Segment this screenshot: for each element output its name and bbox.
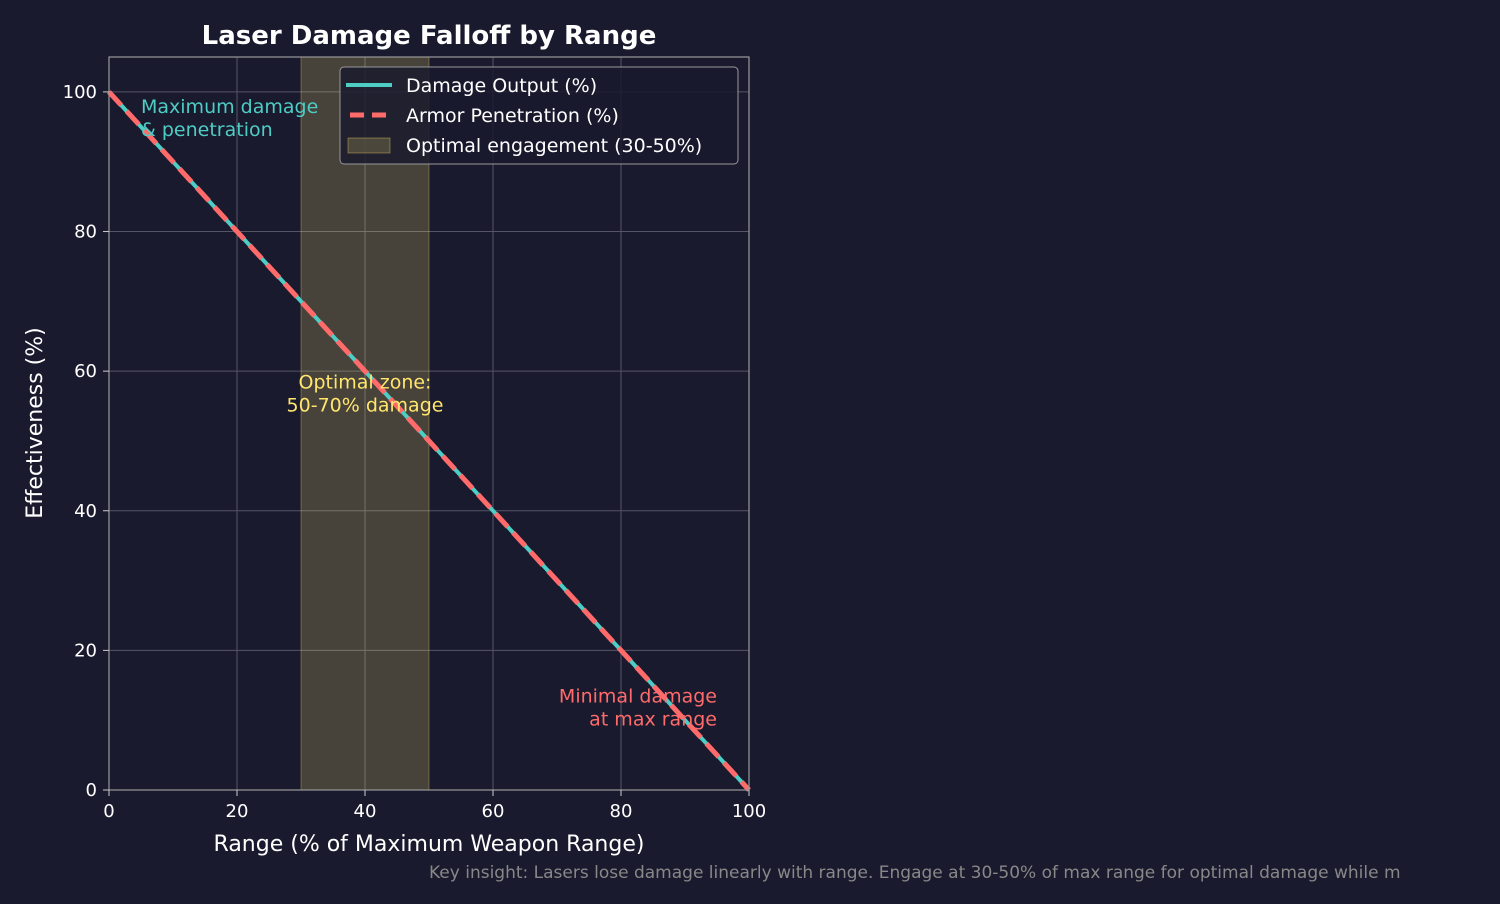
annotation-line: 50-70% damage — [287, 395, 444, 417]
annotation-line: Optimal zone: — [299, 372, 432, 394]
y-tick-label: 100 — [63, 82, 97, 103]
annotation: Optimal zone: 50-70% damage — [287, 372, 444, 417]
y-tick-label: 40 — [74, 501, 97, 522]
optimal-span-rect — [300, 56, 430, 791]
x-axis-label: Range (% of Maximum Weapon Range) — [214, 832, 645, 857]
legend-label: Optimal engagement (30-50%) — [406, 135, 702, 157]
y-tick-label: 60 — [74, 361, 97, 382]
legend-label: Armor Penetration (%) — [406, 105, 619, 127]
x-tick-label: 20 — [226, 801, 249, 822]
y-tick-label: 20 — [74, 640, 97, 661]
x-tick-label: 60 — [482, 801, 505, 822]
annotation: Maximum damage & penetration — [141, 96, 318, 141]
x-tick-label: 100 — [732, 801, 766, 822]
annotation-line: Maximum damage — [141, 96, 318, 118]
legend: Damage Output (%) Armor Penetration (%) Op… — [339, 66, 739, 165]
annotation-line: at max range — [589, 709, 717, 731]
legend-label: Damage Output (%) — [406, 75, 597, 97]
chart-title: Laser Damage Falloff by Range — [202, 21, 657, 51]
annotation: Minimal damage at max range — [559, 686, 717, 731]
x-tick-label: 40 — [354, 801, 377, 822]
armor-penetration-line — [107, 90, 751, 792]
annotation-line: & penetration — [141, 119, 273, 141]
legend-span-swatch — [347, 137, 391, 154]
x-tick-label: 80 — [610, 801, 633, 822]
y-tick-label: 80 — [74, 222, 97, 243]
y-tick-label: 0 — [86, 780, 97, 801]
ticks: 0 20 40 60 80 100 0 20 40 60 80 100 — [63, 82, 767, 822]
legend-box — [339, 66, 739, 165]
series-lines — [107, 90, 751, 792]
optimal-span — [300, 56, 430, 791]
x-tick-label: 0 — [103, 801, 114, 822]
footnote: Key insight: Lasers lose damage linearly… — [429, 863, 1401, 883]
annotations: Maximum damage & penetration Optimal zone:… — [141, 96, 717, 731]
plot-frame — [108, 56, 750, 791]
annotation-line: Minimal damage — [559, 686, 717, 708]
y-axis-label: Effectiveness (%) — [23, 327, 48, 518]
